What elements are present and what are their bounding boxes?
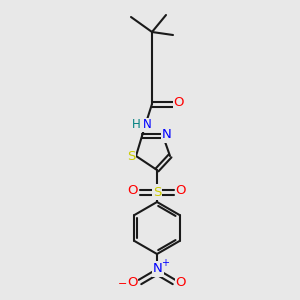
Text: S: S [153,185,161,199]
Text: O: O [176,184,186,197]
Text: O: O [176,277,186,290]
Text: H: H [132,118,140,131]
Text: −: − [118,279,128,289]
Text: +: + [161,258,169,268]
Text: O: O [128,184,138,197]
Text: O: O [127,277,137,290]
Text: N: N [142,118,152,131]
Text: O: O [174,97,184,110]
Text: N: N [153,262,163,275]
Text: N: N [162,128,172,142]
Text: S: S [127,151,135,164]
